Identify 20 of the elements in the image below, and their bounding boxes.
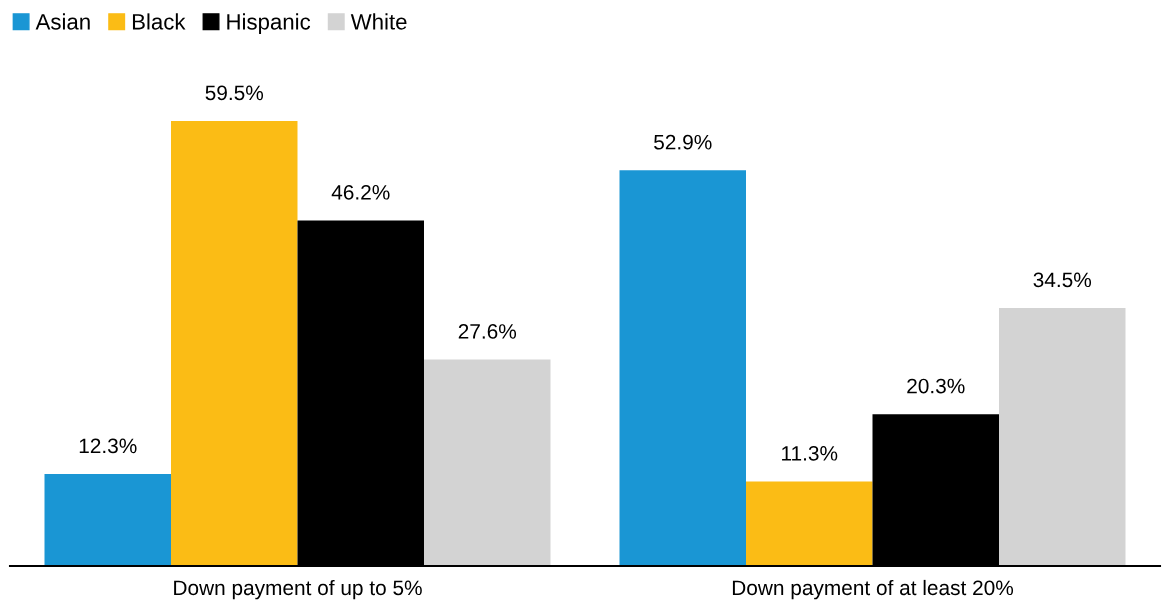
x-tick-label: Down payment of at least 20% — [732, 579, 1014, 600]
data-label: 11.3% — [782, 445, 838, 461]
x-tick-label: Down payment of up to 5% — [174, 579, 422, 600]
data-label: 12.3% — [79, 438, 137, 454]
data-label: 20.3% — [907, 378, 965, 394]
data-label: 46.2% — [331, 184, 390, 200]
bar — [619, 170, 746, 566]
legend-label: Asian — [35, 13, 90, 30]
bar — [746, 481, 873, 566]
legend-label: White — [350, 13, 407, 30]
legend-label: Black — [132, 13, 186, 30]
legend-label: Hispanic — [227, 13, 311, 35]
data-label: 59.5% — [205, 85, 264, 101]
data-label: 52.9% — [654, 134, 712, 150]
data-label: 27.6% — [458, 324, 517, 339]
data-label: 34.5% — [1033, 272, 1092, 288]
bar — [424, 359, 551, 566]
bar — [171, 121, 298, 566]
bar — [44, 474, 171, 566]
bar — [999, 307, 1126, 566]
